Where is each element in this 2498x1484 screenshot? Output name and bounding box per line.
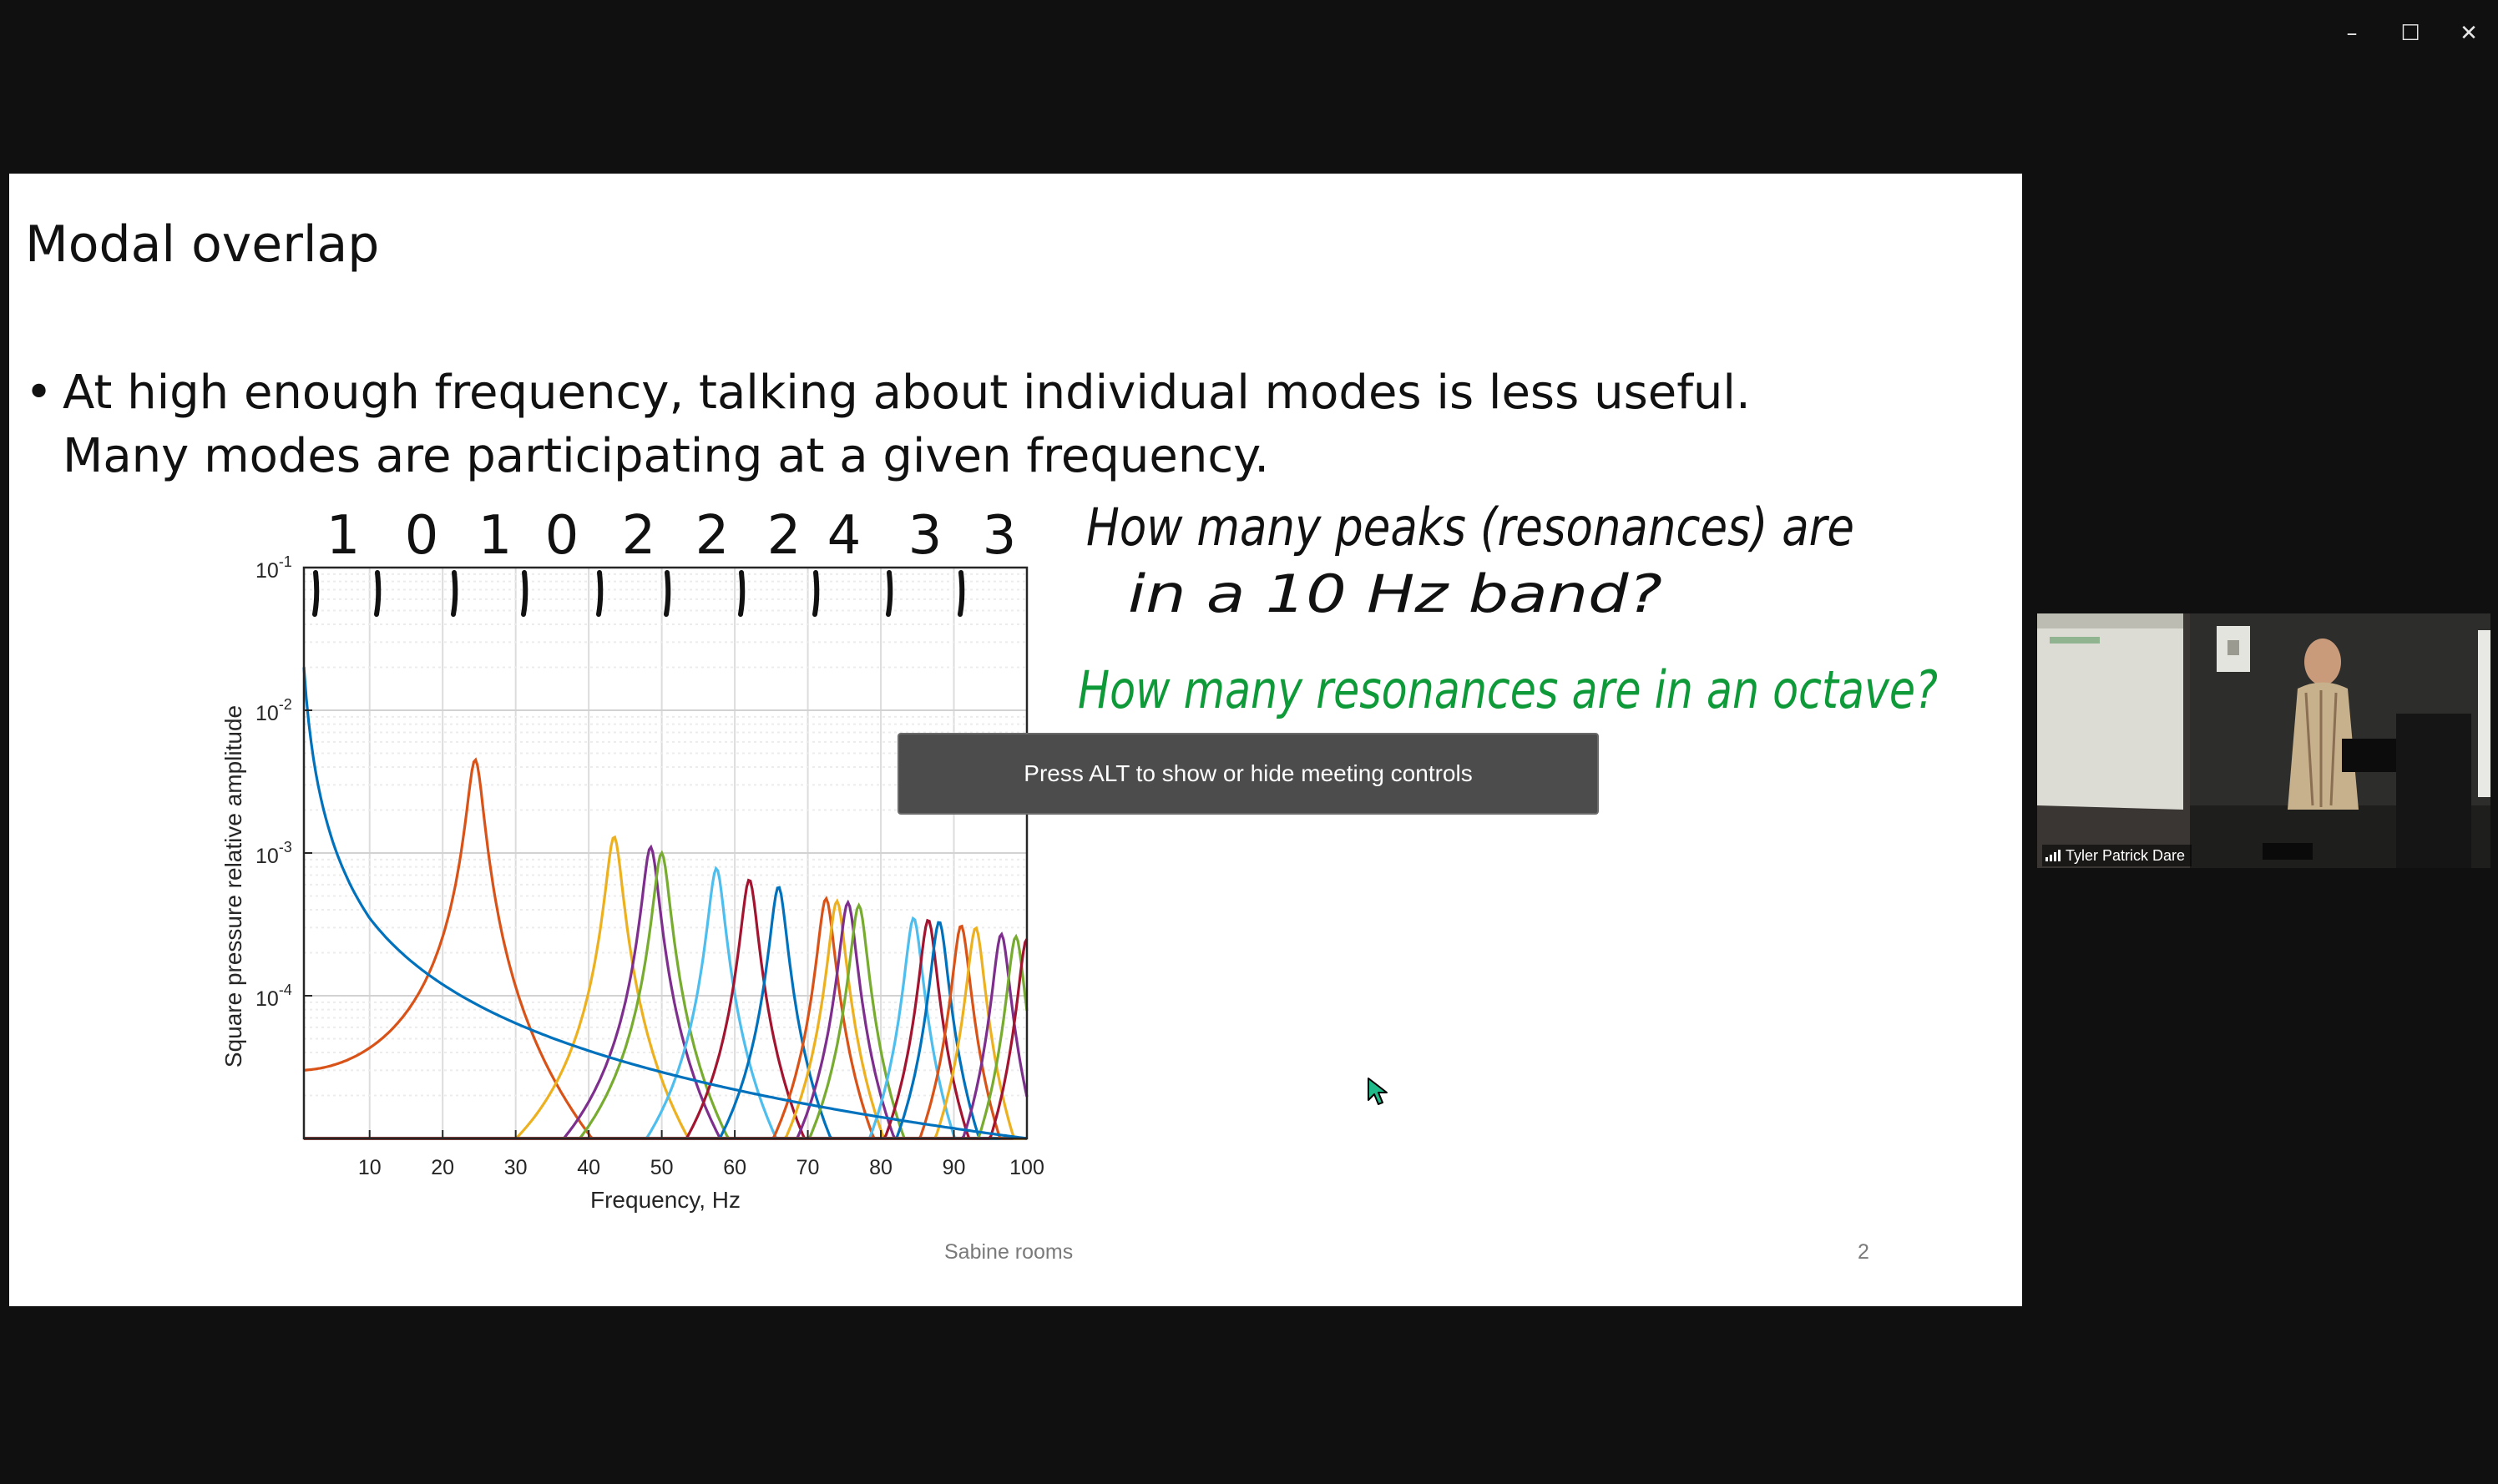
maximize-button[interactable]: ☐ [2400,21,2420,46]
slide-title: Modal overlap [25,215,380,274]
band-count-label: 2 [622,505,656,567]
band-division-mark [374,570,382,617]
y-tick-label: 10-3 [255,839,292,868]
x-tick-label: 50 [650,1156,674,1179]
x-tick-label: 10 [358,1156,382,1179]
y-tick-label: 10-4 [255,982,292,1011]
band-count-label: 1 [478,505,513,567]
question-resonances-per-octave: How many resonances are in an octave? [1078,659,1938,720]
minimize-button[interactable]: – [2346,21,2358,46]
band-count-label: 2 [695,505,730,567]
toast-text: Press ALT to show or hide meeting contro… [1024,760,1473,786]
question-resonances-per-band-line-2: in a 10 Hz band? [1128,563,1662,624]
bullet-text: At high enough frequency, talking about … [63,366,1751,483]
x-tick-label: 40 [577,1156,600,1179]
y-tick-label: 10-1 [255,553,292,583]
meeting-controls-toast: Press ALT to show or hide meeting contro… [898,733,1599,815]
decay-curve [302,667,1028,1140]
slide-footer: Sabine rooms [944,1240,1074,1264]
y-axis-label: Square pressure relative amplitude [220,705,246,1068]
y-tick-label: 10-2 [255,696,292,725]
band-count-label: 1 [326,505,361,567]
band-count-label: 4 [827,505,862,567]
bullet-glyph: • [25,366,53,420]
x-axis-label: Frequency, Hz [590,1187,741,1213]
band-count-label: 0 [545,505,579,567]
window-controls: – ☐ ✕ [2323,0,2498,67]
x-tick-label: 100 [1009,1156,1044,1179]
signal-strength-icon [2045,850,2061,861]
x-tick-label: 20 [431,1156,454,1179]
band-count-label: 3 [908,505,943,567]
x-tick-label: 80 [869,1156,893,1179]
band-count-label: 2 [767,505,801,567]
participant-name-label: Tyler Patrick Dare [2042,845,2192,866]
close-button[interactable]: ✕ [2460,21,2478,46]
participant-name: Tyler Patrick Dare [2066,847,2186,864]
participant-video-tile[interactable]: Tyler Patrick Dare [2037,613,2490,868]
participant-video-feed [2037,613,2490,868]
band-division-mark [596,570,604,617]
x-tick-label: 30 [504,1156,528,1179]
question-resonances-per-band-line-1: How many peaks (resonances) are [1086,497,1854,558]
bullet-point: • At high enough frequency, talking abou… [25,361,1778,488]
band-division-mark [451,570,458,617]
band-count-label: 3 [983,505,1017,567]
band-division-mark [521,570,528,617]
band-division-mark [738,570,746,617]
mouse-cursor-icon [1368,1078,1388,1105]
x-tick-label: 70 [796,1156,820,1179]
band-division-mark [664,570,671,617]
shared-slide: Modal overlap • At high enough frequency… [9,174,2022,1306]
slide-number: 2 [1858,1240,1869,1264]
band-count-label: 0 [405,505,439,567]
x-tick-label: 90 [943,1156,966,1179]
band-division-mark [958,570,965,617]
x-tick-label: 60 [723,1156,746,1179]
band-division-mark [312,570,320,617]
chart-ticks: 10 20 30 40 50 60 70 80 90 100 10-1 10-2 10-3 10-4 Fre… [220,553,1044,1213]
band-division-marks [312,570,965,617]
band-division-mark [812,570,820,617]
band-division-mark [886,570,893,617]
